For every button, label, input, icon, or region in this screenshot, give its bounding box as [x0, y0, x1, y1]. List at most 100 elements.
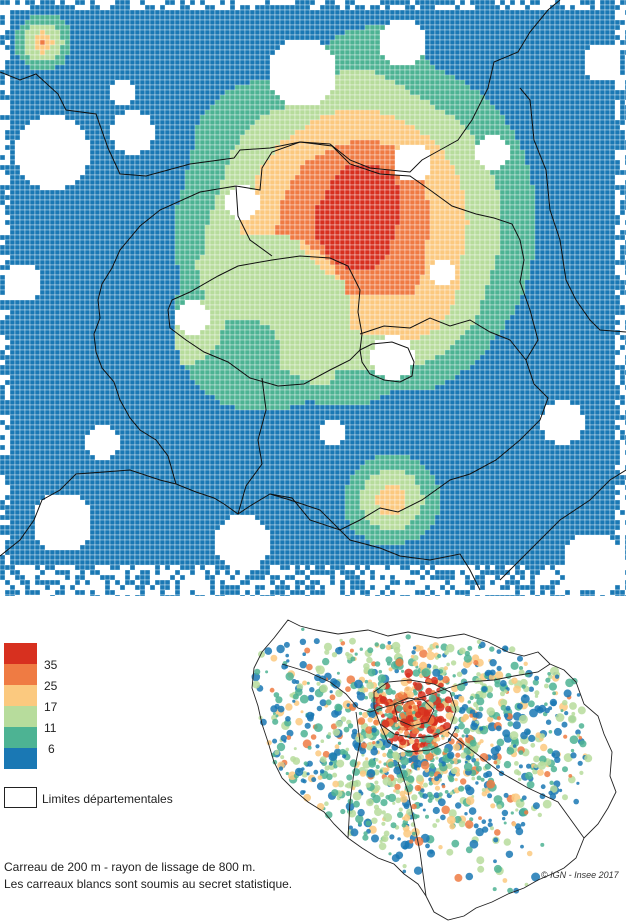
grid-cell [24, 14, 31, 21]
grid-cell [114, 214, 121, 221]
grid-cell [19, 114, 26, 121]
grid-cell [179, 69, 186, 76]
grid-cell [239, 179, 246, 186]
grid-cell [504, 74, 511, 81]
grid-cell [519, 209, 526, 216]
grid-cell [514, 134, 521, 141]
grid-cell [344, 194, 351, 201]
grid-cell [554, 54, 561, 61]
grid-cell [79, 34, 86, 41]
grid-cell [449, 114, 456, 121]
grid-cell [214, 229, 221, 236]
grid-cell [484, 59, 491, 66]
grid-cell [529, 169, 536, 176]
grid-cell [79, 119, 86, 126]
grid-cell [424, 194, 431, 201]
grid-cell [84, 209, 91, 216]
grid-cell [334, 194, 341, 201]
grid-cell [259, 199, 266, 206]
grid-cell [434, 124, 441, 131]
grid-cell [434, 89, 441, 96]
grid-cell [99, 199, 106, 206]
grid-cell [129, 174, 136, 181]
grid-cell [134, 209, 141, 216]
grid-cell [609, 214, 616, 221]
grid-cell [549, 79, 556, 86]
grid-cell [119, 224, 126, 231]
grid-cell [554, 44, 561, 51]
grid-cell [539, 34, 546, 41]
grid-cell [584, 0, 591, 6]
grid-cell [274, 229, 281, 236]
grid-cell [199, 34, 206, 41]
grid-cell [519, 149, 526, 156]
grid-cell [74, 99, 81, 106]
grid-cell [184, 149, 191, 156]
grid-cell [94, 69, 101, 76]
grid-cell [494, 109, 501, 116]
grid-cell [534, 214, 541, 221]
grid-cell [549, 194, 556, 201]
grid-cell [119, 54, 126, 61]
grid-cell [414, 0, 421, 6]
grid-cell [564, 39, 571, 46]
grid-cell [534, 119, 541, 126]
grid-cell [74, 194, 81, 201]
grid-cell [334, 44, 341, 51]
grid-cell [434, 39, 441, 46]
grid-cell [514, 219, 521, 226]
grid-cell [99, 204, 106, 211]
grid-cell [379, 149, 386, 156]
grid-cell [394, 189, 401, 196]
grid-cell [544, 139, 551, 146]
grid-cell [149, 119, 156, 126]
grid-cell [454, 99, 461, 106]
grid-cell [114, 209, 121, 216]
grid-cell [119, 64, 126, 71]
grid-cell [439, 24, 446, 31]
grid-cell [199, 134, 206, 141]
grid-cell [299, 169, 306, 176]
grid-cell [449, 214, 456, 221]
grid-cell [364, 59, 371, 66]
grid-cell [334, 204, 341, 211]
grid-cell [444, 134, 451, 141]
grid-cell [139, 74, 146, 81]
grid-cell [354, 199, 361, 206]
grid-cell [534, 74, 541, 81]
grid-cell [569, 29, 576, 36]
grid-cell [464, 169, 471, 176]
grid-cell [109, 139, 116, 146]
grid-cell [144, 109, 151, 116]
grid-cell [84, 204, 91, 211]
grid-cell [294, 194, 301, 201]
grid-cell [334, 74, 341, 81]
grid-cell [359, 14, 366, 21]
grid-cell [449, 154, 456, 161]
grid-cell [444, 19, 451, 26]
grid-cell [244, 74, 251, 81]
grid-cell [29, 84, 36, 91]
grid-cell [469, 79, 476, 86]
grid-cell [154, 214, 161, 221]
grid-cell [79, 114, 86, 121]
grid-cell [164, 109, 171, 116]
grid-cell [294, 154, 301, 161]
grid-cell [339, 74, 346, 81]
grid-cell [119, 69, 126, 76]
grid-cell [564, 19, 571, 26]
grid-cell [369, 174, 376, 181]
grid-cell [574, 49, 581, 56]
grid-cell [44, 19, 51, 26]
grid-cell [554, 94, 561, 101]
grid-cell [34, 49, 41, 56]
grid-cell [294, 204, 301, 211]
grid-cell [269, 14, 276, 21]
grid-cell [134, 64, 141, 71]
grid-cell [99, 99, 106, 106]
grid-cell [224, 79, 231, 86]
grid-cell [484, 189, 491, 196]
grid-cell [484, 54, 491, 61]
grid-cell [439, 59, 446, 66]
grid-cell [229, 179, 236, 186]
